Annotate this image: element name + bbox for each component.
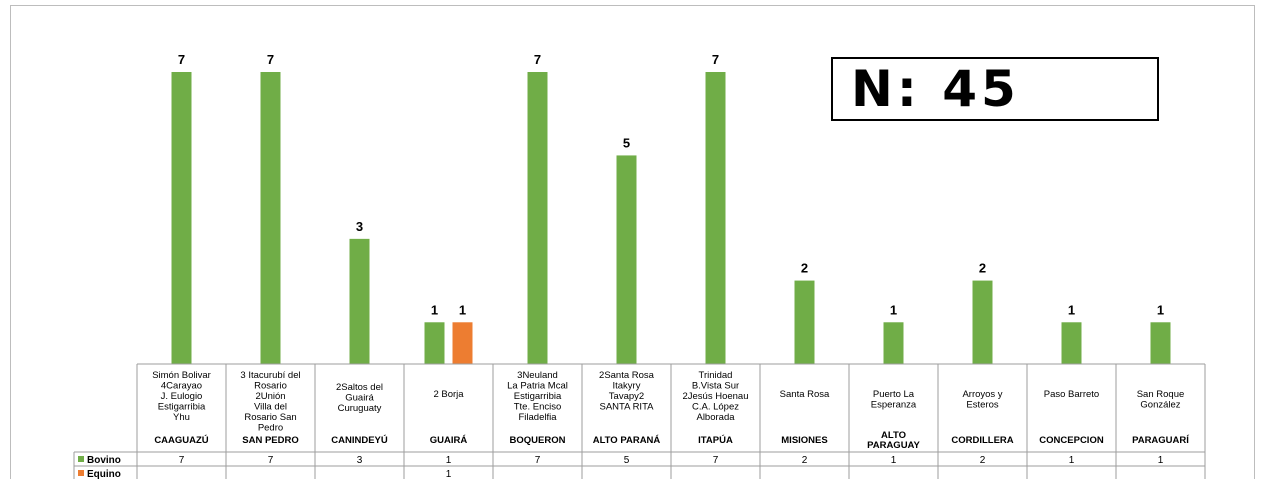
data-label-bovino: 2 — [979, 261, 986, 276]
category-localidad-label: Tavapy2 — [609, 391, 644, 402]
category-localidad-label: Itakyry — [613, 381, 641, 392]
category-localidad-label: 2Unión — [255, 391, 285, 402]
data-label-bovino: 7 — [267, 52, 274, 67]
category-localidad-label: 3Neuland — [517, 370, 558, 381]
category-localidad-label: Puerto La — [873, 389, 915, 400]
category-departamento-label: ITAPÚA — [698, 434, 733, 446]
category-departamento-label: MISIONES — [781, 435, 827, 446]
category-localidad-label: 4Carayao — [161, 381, 202, 392]
bar-bovino — [424, 322, 445, 364]
category-localidad-label: Yhu — [173, 412, 190, 423]
category-localidad-label: 2Santa Rosa — [599, 370, 655, 381]
legend-label-bovino: Bovino — [87, 455, 121, 466]
category-localidad-label: J. Eulogio — [161, 391, 203, 402]
category-departamento-label: BOQUERON — [510, 435, 566, 446]
category-localidad-label: SANTA RITA — [599, 402, 654, 413]
table-value-bovino: 2 — [802, 455, 808, 466]
category-localidad-label: 3 Itacurubí del — [240, 370, 300, 381]
table-value-bovino: 1 — [1158, 455, 1164, 466]
sample-size-box: N: 45 — [831, 57, 1159, 121]
table-value-equino: 1 — [446, 469, 452, 479]
bar-equino — [452, 322, 473, 364]
table-value-bovino: 5 — [624, 455, 630, 466]
table-value-bovino: 2 — [980, 455, 986, 466]
category-localidad-label: C.A. López — [692, 402, 739, 413]
category-departamento-label: PARAGUARÍ — [1132, 435, 1189, 446]
data-label-bovino: 1 — [431, 302, 438, 317]
chart-frame — [10, 5, 1255, 479]
category-departamento-label: ALTO PARANÁ — [593, 435, 661, 446]
bar-bovino — [794, 280, 815, 364]
bar-bovino — [171, 72, 192, 364]
category-localidad-label: Guairá — [345, 393, 374, 404]
category-localidad-label: B.Vista Sur — [692, 381, 739, 392]
category-localidad-label: Curuguaty — [338, 403, 382, 414]
category-departamento-label: SAN PEDRO — [242, 435, 298, 446]
data-label-equino: 1 — [459, 302, 466, 317]
bar-bovino — [616, 155, 637, 364]
bar-bovino — [972, 280, 993, 364]
category-departamento-label: CAAGUAZÚ — [154, 434, 208, 446]
table-value-bovino: 3 — [357, 455, 363, 466]
category-departamento-label: PARAGUAY — [867, 440, 920, 451]
category-localidad-label: Villa del — [254, 402, 287, 413]
category-localidad-label: 2Saltos del — [336, 382, 383, 393]
category-localidad-label: San Roque — [1137, 389, 1185, 400]
category-localidad-label: Trinidad — [699, 370, 733, 381]
legend-key-bovino — [78, 456, 84, 462]
bar-bovino — [260, 72, 281, 364]
data-label-bovino: 7 — [712, 52, 719, 67]
category-localidad-label: La Patria Mcal — [507, 381, 568, 392]
data-label-bovino: 1 — [890, 302, 897, 317]
sample-size-label: N: 45 — [851, 60, 1020, 118]
table-value-bovino: 1 — [891, 455, 897, 466]
data-label-bovino: 7 — [534, 52, 541, 67]
legend-label-equino: Equino — [87, 469, 121, 479]
category-localidad-label: Simón Bolivar — [152, 370, 211, 381]
table-value-bovino: 1 — [446, 455, 452, 466]
category-localidad-label: Estigarribia — [514, 391, 562, 402]
category-departamento-label: CANINDEYÚ — [331, 434, 388, 446]
category-localidad-label: Pedro — [258, 423, 283, 434]
table-value-bovino: 7 — [268, 455, 274, 466]
category-localidad-label: Esperanza — [871, 400, 917, 411]
category-departamento-label: CONCEPCION — [1039, 435, 1104, 446]
category-departamento-label: GUAIRÁ — [430, 435, 468, 446]
category-localidad-label: Alborada — [696, 412, 735, 423]
data-label-bovino: 3 — [356, 219, 363, 234]
category-localidad-label: Rosario San — [244, 412, 296, 423]
table-value-bovino: 7 — [535, 455, 541, 466]
table-value-bovino: 1 — [1069, 455, 1075, 466]
category-localidad-label: Filadelfia — [518, 412, 557, 423]
category-localidad-label: González — [1140, 400, 1180, 411]
category-localidad-label: Estigarribia — [158, 402, 206, 413]
category-localidad-label: 2 Borja — [433, 389, 464, 400]
bar-bovino — [349, 238, 370, 364]
category-localidad-label: Arroyos y — [962, 389, 1002, 400]
legend-key-equino — [78, 470, 84, 476]
bar-bovino — [705, 72, 726, 364]
data-label-bovino: 7 — [178, 52, 185, 67]
category-localidad-label: Rosario — [254, 381, 287, 392]
bar-bovino — [527, 72, 548, 364]
category-localidad-label: Tte. Enciso — [514, 402, 562, 413]
bar-bovino — [1150, 322, 1171, 364]
table-value-bovino: 7 — [179, 455, 185, 466]
category-localidad-label: 2Jesús Hoenau — [682, 391, 748, 402]
data-label-bovino: 2 — [801, 261, 808, 276]
category-localidad-label: Paso Barreto — [1044, 389, 1099, 400]
category-localidad-label: Esteros — [966, 400, 998, 411]
data-label-bovino: 1 — [1157, 302, 1164, 317]
category-localidad-label: Santa Rosa — [780, 389, 830, 400]
bar-bovino — [1061, 322, 1082, 364]
data-label-bovino: 1 — [1068, 302, 1075, 317]
category-departamento-label: ALTO — [881, 430, 906, 441]
data-label-bovino: 5 — [623, 135, 630, 150]
table-value-bovino: 7 — [713, 455, 719, 466]
category-departamento-label: CORDILLERA — [951, 435, 1013, 446]
bar-bovino — [883, 322, 904, 364]
